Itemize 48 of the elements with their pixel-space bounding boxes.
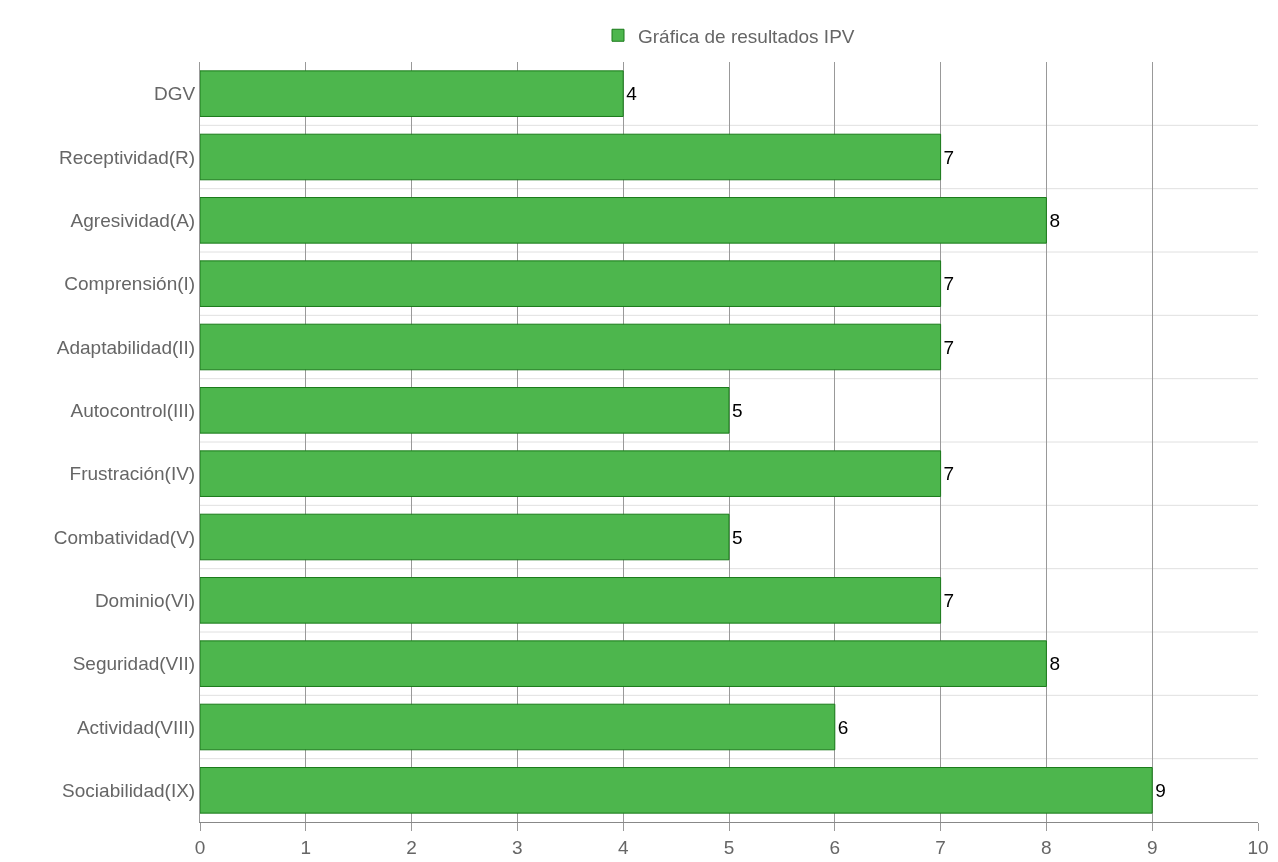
data-label: 9: [1155, 779, 1166, 801]
data-label: 7: [943, 146, 955, 168]
bar: [200, 577, 942, 624]
x-tick-label: 5: [723, 836, 735, 858]
data-label: 5: [732, 526, 743, 548]
data-label: 7: [943, 273, 955, 295]
data-label: 7: [943, 589, 955, 611]
x-tick-label: 8: [1041, 836, 1052, 858]
y-tick-label: Adaptabilidad(II): [56, 336, 196, 358]
bar: [200, 703, 836, 751]
bar: [200, 640, 1047, 687]
y-tick-label: Frustración(IV): [69, 463, 196, 485]
x-tick-label: 3: [512, 836, 523, 858]
bar: [200, 513, 730, 561]
bar: [200, 323, 942, 371]
bar: [200, 387, 730, 434]
bar: [200, 260, 942, 307]
y-tick-label: DGV: [154, 83, 196, 105]
data-label: 6: [837, 716, 849, 738]
data-label: 7: [943, 336, 955, 358]
bar: [200, 70, 624, 117]
y-tick-label: Actividad(VIII): [76, 716, 196, 738]
y-tick-label: Combatividad(V): [53, 526, 196, 548]
y-tick-label: Sociabilidad(IX): [62, 779, 196, 801]
data-label: 7: [943, 463, 955, 485]
x-tick-label: 0: [194, 836, 206, 858]
x-tick-label: 1: [300, 836, 312, 858]
x-tick-label: 4: [617, 836, 629, 858]
bar: [200, 197, 1047, 244]
y-tick-label: Receptividad(R): [58, 146, 196, 168]
y-tick-label: Comprensión(I): [64, 273, 196, 295]
data-label: 4: [626, 83, 638, 105]
x-tick-label: 9: [1146, 836, 1158, 858]
data-label: 8: [1049, 653, 1060, 675]
x-tick-label: 10: [1247, 836, 1269, 858]
bar: [200, 133, 942, 181]
x-tick-label: 2: [406, 836, 417, 858]
data-label: 5: [732, 399, 743, 421]
y-tick-label: Autocontrol(III): [70, 399, 196, 421]
x-tick-label: 7: [935, 836, 946, 858]
bar: [200, 450, 942, 497]
x-tick-label: 6: [829, 836, 841, 858]
legend-label: Gráfica de resultados IPV: [638, 25, 855, 47]
y-tick-label: Dominio(VI): [94, 589, 196, 611]
bar: [200, 767, 1153, 814]
y-tick-label: Agresividad(A): [70, 209, 196, 231]
data-label: 8: [1049, 209, 1060, 231]
y-tick-label: Seguridad(VII): [72, 653, 196, 675]
